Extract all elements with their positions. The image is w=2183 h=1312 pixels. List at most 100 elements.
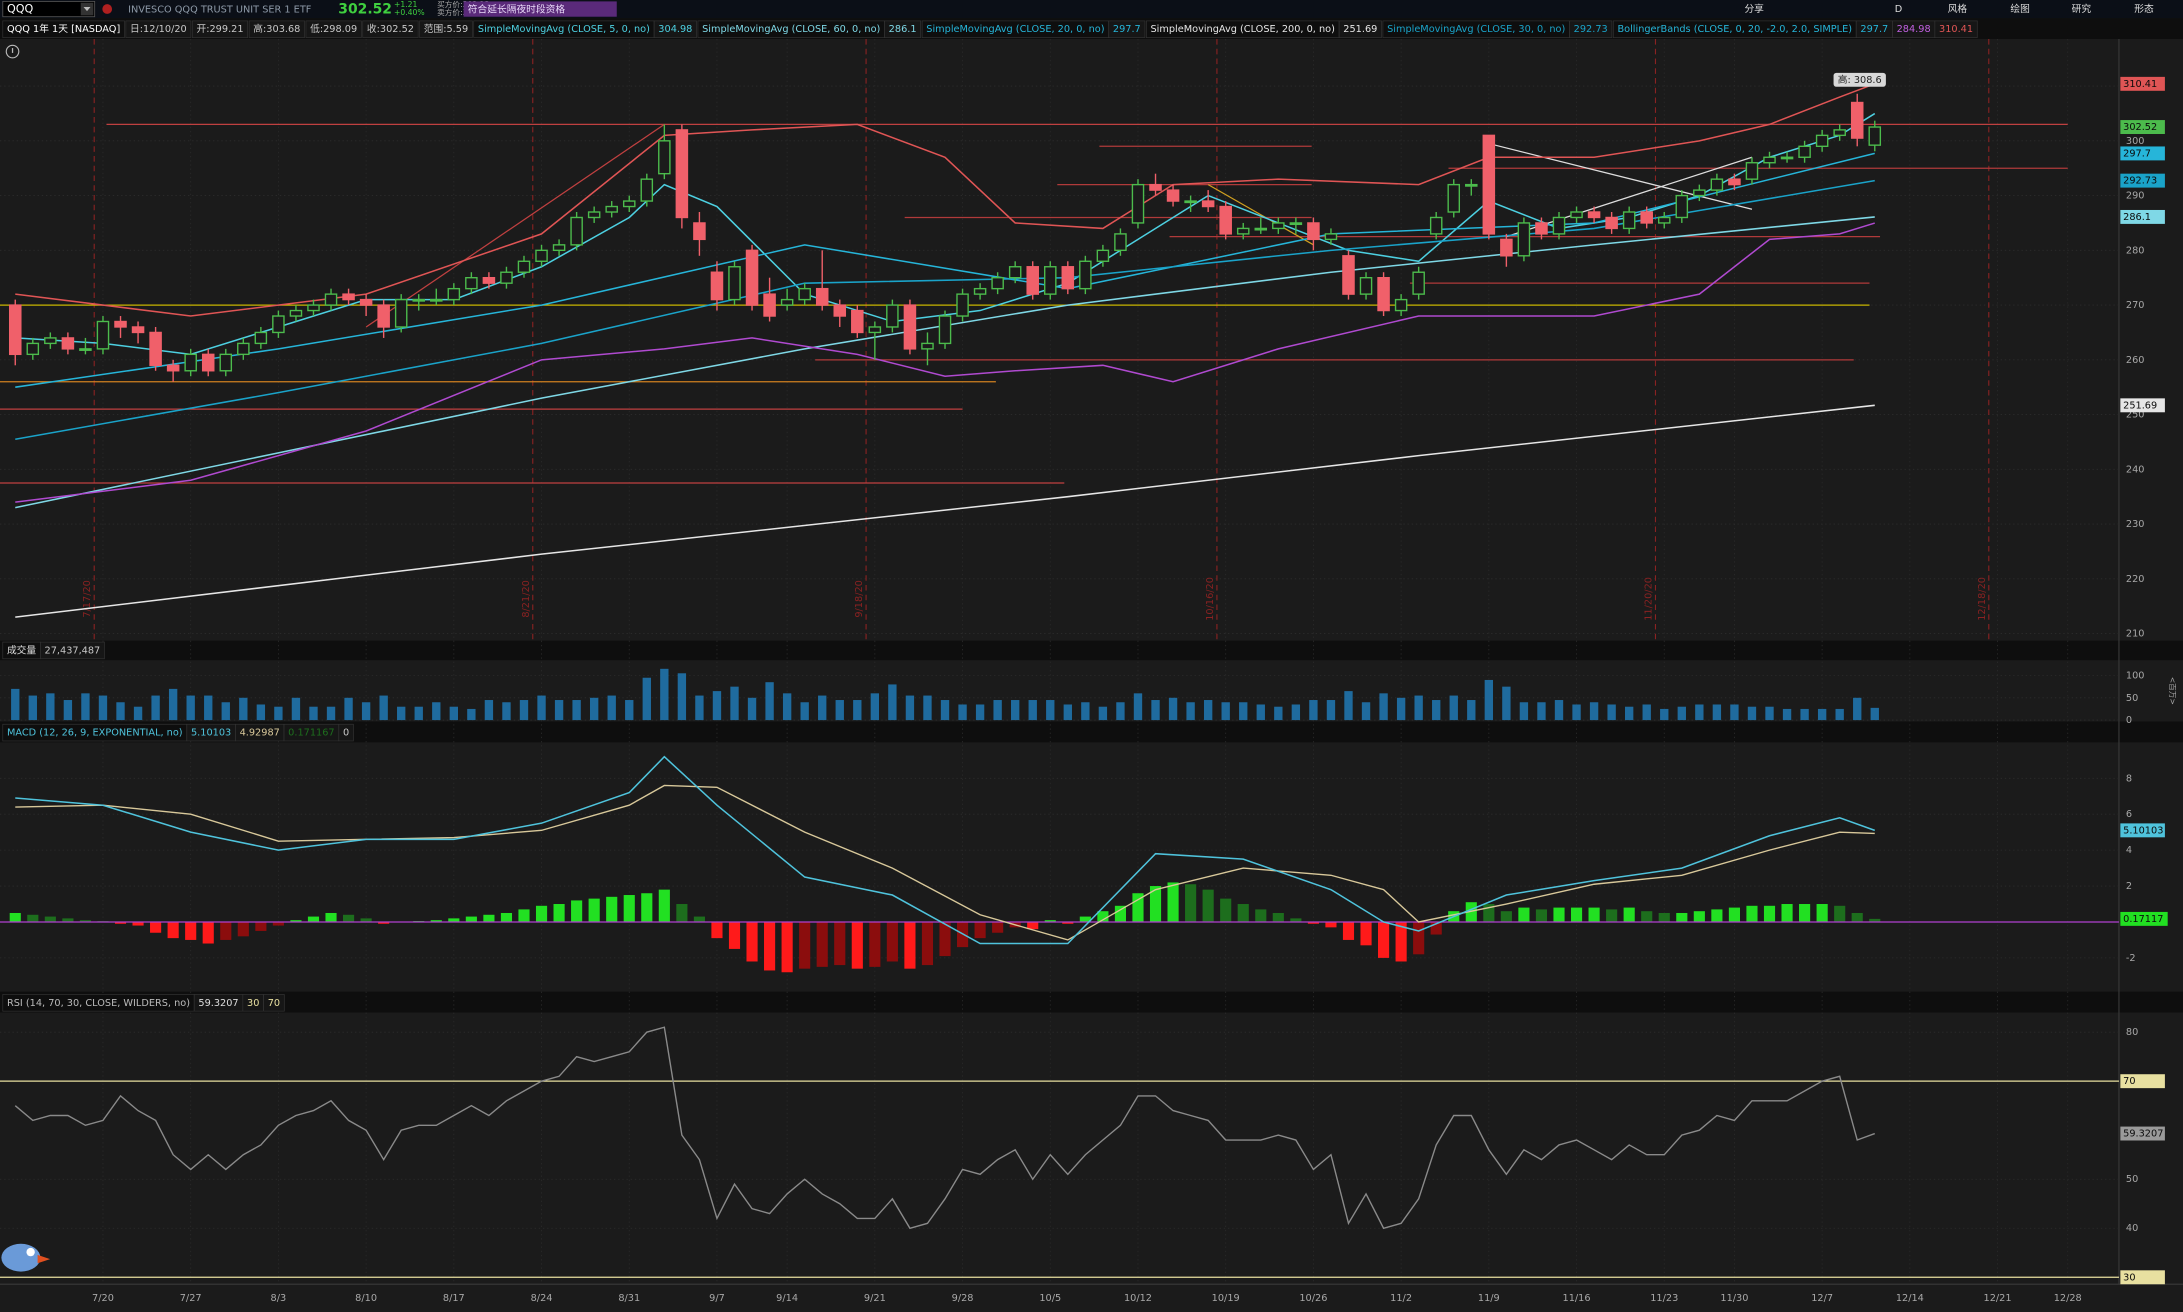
x-tick-label: 8/24 bbox=[531, 1293, 553, 1304]
panel-value: 5.10103 bbox=[191, 728, 231, 739]
x-tick-label: 12/7 bbox=[1811, 1293, 1833, 1304]
candle-body bbox=[1412, 271, 1425, 295]
x-tick-label: 12/28 bbox=[2054, 1293, 2082, 1304]
price-axis-label: 251.69 bbox=[2123, 400, 2157, 411]
symbol[interactable]: QQQ bbox=[7, 3, 34, 16]
pattern-button[interactable]: 形态 bbox=[2134, 2, 2154, 15]
volume-bar bbox=[1098, 706, 1108, 721]
volume-bar bbox=[1361, 702, 1371, 721]
flag-icon[interactable] bbox=[102, 4, 113, 14]
study-value: 304.98 bbox=[658, 24, 692, 35]
histogram-bar bbox=[1360, 921, 1372, 946]
volume-bar bbox=[1502, 686, 1511, 721]
symbol-box[interactable] bbox=[2, 0, 96, 18]
volume-bar bbox=[818, 695, 827, 721]
share-button[interactable]: 分享 bbox=[1744, 2, 1764, 15]
overlay-line bbox=[15, 83, 1876, 317]
volume-header-bg bbox=[0, 640, 2183, 661]
volume-bar bbox=[870, 693, 880, 721]
histogram-bar bbox=[1553, 907, 1565, 922]
x-tick-label: 8/17 bbox=[443, 1293, 465, 1304]
volume-bar bbox=[800, 702, 809, 721]
volume-bar bbox=[1554, 700, 1564, 721]
study-button[interactable]: 研究 bbox=[2072, 2, 2092, 15]
candle-body bbox=[833, 304, 847, 317]
info-icon[interactable] bbox=[5, 44, 20, 59]
candle-body bbox=[1605, 216, 1618, 230]
x-tick-label: 9/14 bbox=[776, 1293, 798, 1304]
candle-body bbox=[1149, 183, 1162, 191]
histogram-bar bbox=[641, 893, 653, 922]
histogram-bar bbox=[869, 921, 881, 967]
histogram-bar bbox=[623, 895, 635, 922]
candle-body bbox=[1517, 222, 1531, 257]
header-field: 日:12/10/20 bbox=[130, 24, 187, 35]
volume-bar bbox=[291, 697, 301, 721]
volume-bar bbox=[1695, 704, 1704, 721]
histogram-bar bbox=[360, 918, 372, 922]
panel-value-bg bbox=[263, 994, 285, 1012]
volume-bar bbox=[1396, 697, 1406, 721]
volume-bar bbox=[853, 700, 862, 721]
histogram-bar bbox=[816, 921, 828, 967]
candle-body bbox=[359, 298, 373, 306]
x-tick-label: 8/31 bbox=[618, 1293, 640, 1304]
candle-body bbox=[1710, 178, 1724, 191]
overlay-line bbox=[15, 222, 1875, 503]
volume-bar bbox=[1151, 700, 1160, 721]
candle-body bbox=[149, 331, 162, 366]
x-tick-label: 11/16 bbox=[1563, 1293, 1591, 1304]
header-field: 收:302.52 bbox=[367, 22, 414, 35]
style-button[interactable]: 风格 bbox=[1948, 2, 1968, 15]
histogram-bar bbox=[886, 921, 898, 962]
volume-bar bbox=[1221, 702, 1230, 721]
period-button[interactable]: D bbox=[1895, 4, 1902, 15]
candle-body bbox=[851, 309, 864, 334]
volume-bar bbox=[432, 702, 441, 721]
volume-bar bbox=[1519, 702, 1529, 721]
histogram-bar bbox=[237, 921, 249, 937]
candle-body bbox=[1833, 129, 1846, 137]
histogram-bar bbox=[1167, 882, 1179, 922]
last-price: 302.52 bbox=[338, 2, 392, 18]
trend-line bbox=[365, 123, 665, 328]
candle-body bbox=[500, 271, 513, 284]
histogram-bar bbox=[448, 918, 460, 922]
histogram-bar bbox=[465, 916, 477, 922]
candle-body bbox=[219, 353, 233, 372]
x-tick-label: 9/7 bbox=[709, 1293, 725, 1304]
y-tick-label: 280 bbox=[2126, 245, 2145, 256]
macd-axis-label: 5.10103 bbox=[2123, 825, 2163, 836]
study-label: SimpleMovingAvg (CLOSE, 5, 0, no) bbox=[478, 24, 650, 35]
volume-bar bbox=[1011, 700, 1020, 721]
macd-header-bg bbox=[0, 721, 2183, 743]
histogram-bar bbox=[1272, 912, 1284, 922]
histogram-bar bbox=[781, 921, 793, 973]
candle-body bbox=[1096, 249, 1110, 262]
candle-body bbox=[237, 342, 250, 356]
study-value-bg bbox=[884, 20, 922, 38]
histogram-bar bbox=[939, 921, 951, 957]
draw-button[interactable]: 绘图 bbox=[2010, 2, 2029, 15]
volume-bar bbox=[449, 706, 459, 721]
volume-bar bbox=[326, 706, 336, 721]
volume-bar bbox=[1432, 700, 1441, 721]
histogram-bar bbox=[500, 912, 513, 922]
candle-body bbox=[1815, 134, 1829, 148]
volume-bar bbox=[1589, 702, 1599, 721]
histogram-bar bbox=[1378, 921, 1390, 958]
volume-bar bbox=[1537, 702, 1546, 721]
x-tick-label: 10/26 bbox=[1299, 1293, 1327, 1304]
candle-body bbox=[1640, 211, 1653, 224]
candle-body bbox=[1166, 189, 1180, 202]
expiration-label: 8/21/20 bbox=[521, 580, 532, 618]
candle-body bbox=[1254, 227, 1268, 231]
candle-body bbox=[1693, 189, 1706, 197]
volume-bar bbox=[1765, 706, 1774, 721]
y-tick-label: 250 bbox=[2126, 410, 2145, 421]
volume-bar bbox=[1309, 700, 1318, 721]
volume-bar bbox=[63, 700, 73, 721]
study-label: BollingerBands (CLOSE, 0, 20, -2.0, 2.0,… bbox=[1617, 24, 1852, 35]
x-tick-label: 11/30 bbox=[1720, 1293, 1748, 1304]
